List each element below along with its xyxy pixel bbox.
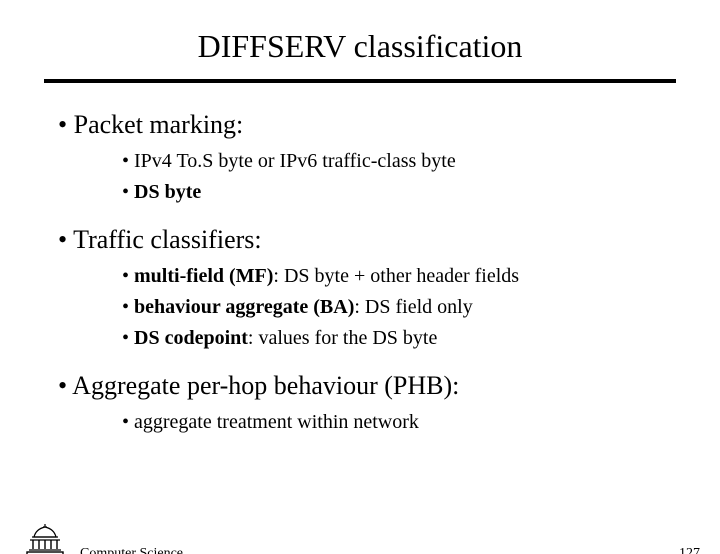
item-rest: : DS field only	[354, 296, 472, 318]
item-bold: multi-field (MF)	[134, 265, 273, 287]
bullet-list-lvl2: IPv4 To.S byte or IPv6 traffic-class byt…	[122, 146, 720, 208]
item-rest: : values for the DS byte	[248, 327, 437, 349]
item-rest: : DS byte + other header fields	[273, 265, 519, 287]
footer-dept: Computer Science	[80, 546, 183, 554]
bullet-list-lvl1: Packet marking: IPv4 To.S byte or IPv6 t…	[58, 107, 720, 438]
bullet-list-lvl2: aggregate treatment within network	[122, 407, 720, 438]
heading-text: Packet marking:	[74, 110, 244, 139]
list-item: DS byte	[122, 177, 720, 208]
dome-icon: UCL	[22, 523, 68, 554]
item-bold: DS byte	[134, 181, 201, 203]
section-heading: Packet marking: IPv4 To.S byte or IPv6 t…	[58, 107, 720, 208]
heading-text: Aggregate per-hop behaviour (PHB):	[72, 371, 459, 400]
footer: UCL Computer Science 127	[0, 526, 720, 554]
bullet-list-lvl2: multi-field (MF): DS byte + other header…	[122, 261, 720, 354]
ucl-logo: UCL	[22, 523, 68, 554]
item-bold: DS codepoint	[134, 327, 248, 349]
list-item: behaviour aggregate (BA): DS field only	[122, 292, 720, 323]
section-heading: Aggregate per-hop behaviour (PHB): aggre…	[58, 368, 720, 438]
heading-text: Traffic classifiers:	[73, 225, 261, 254]
list-item: DS codepoint: values for the DS byte	[122, 323, 720, 354]
item-text: IPv4 To.S byte or IPv6 traffic-class byt…	[134, 150, 456, 172]
content-area: Packet marking: IPv4 To.S byte or IPv6 t…	[58, 107, 720, 438]
list-item: multi-field (MF): DS byte + other header…	[122, 261, 720, 292]
list-item: aggregate treatment within network	[122, 407, 720, 438]
slide: DIFFSERV classification Packet marking: …	[0, 28, 720, 554]
section-heading: Traffic classifiers: multi-field (MF): D…	[58, 222, 720, 354]
item-bold: behaviour aggregate (BA)	[134, 296, 354, 318]
page-number: 127	[679, 546, 700, 554]
item-text: aggregate treatment within network	[134, 411, 419, 433]
slide-title: DIFFSERV classification	[0, 28, 720, 65]
list-item: IPv4 To.S byte or IPv6 traffic-class byt…	[122, 146, 720, 177]
title-rule	[44, 79, 676, 83]
